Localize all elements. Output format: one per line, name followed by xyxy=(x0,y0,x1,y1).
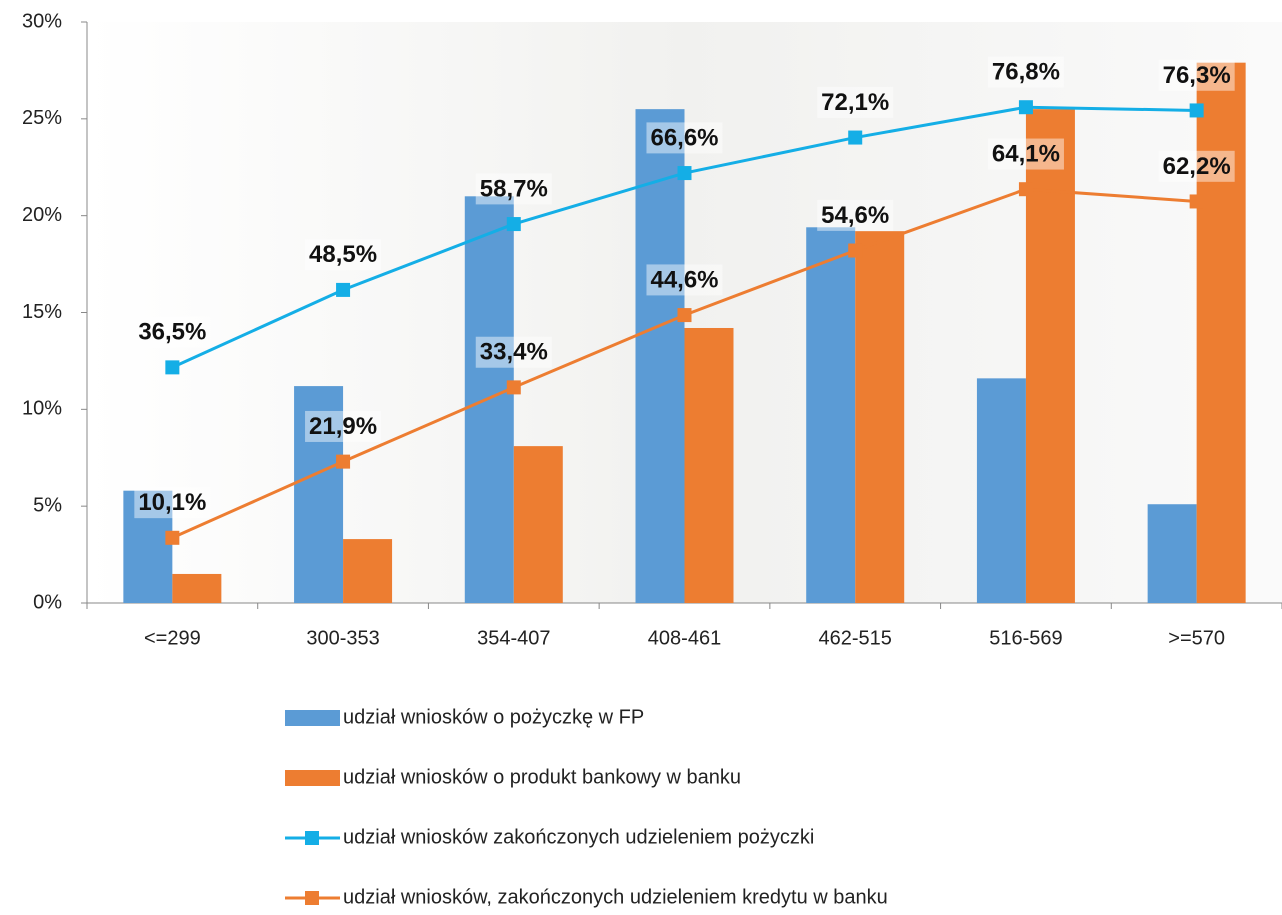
data-label: 44,6% xyxy=(650,266,718,293)
marker xyxy=(165,531,179,545)
marker xyxy=(678,308,692,322)
x-tick-label: 408-461 xyxy=(648,627,721,649)
y-tick-label: 20% xyxy=(22,204,62,226)
bar xyxy=(172,574,221,603)
bar xyxy=(977,378,1026,603)
data-label: 33,4% xyxy=(480,339,548,366)
y-tick-label: 10% xyxy=(22,398,62,420)
legend-swatch xyxy=(285,710,340,726)
y-tick-label: 25% xyxy=(22,107,62,129)
legend-label: udział wniosków o pożyczkę w FP xyxy=(343,706,644,728)
legend-swatch xyxy=(285,770,340,786)
marker xyxy=(848,244,862,258)
data-label: 10,1% xyxy=(138,489,206,516)
x-tick-label: >=570 xyxy=(1168,627,1225,649)
marker xyxy=(165,360,179,374)
legend-label: udział wniosków zakończonych udzieleniem… xyxy=(343,826,814,848)
data-label: 72,1% xyxy=(821,89,889,116)
y-tick-label: 15% xyxy=(22,301,62,323)
marker xyxy=(336,455,350,469)
y-tick-label: 5% xyxy=(33,494,62,516)
legend-marker xyxy=(305,891,319,905)
x-tick-label: 300-353 xyxy=(306,627,379,649)
data-label: 64,1% xyxy=(992,141,1060,168)
data-label: 76,8% xyxy=(992,59,1060,86)
bar xyxy=(1148,504,1197,603)
x-tick-label: 516-569 xyxy=(989,627,1062,649)
marker xyxy=(336,283,350,297)
marker xyxy=(848,131,862,145)
marker xyxy=(1019,182,1033,196)
chart: 0% 5% 10% 15% 20% 25% 30% <=299 300-353 354-407 40… xyxy=(0,0,1282,915)
y-tick-label: 30% xyxy=(22,10,62,32)
bar xyxy=(806,227,855,603)
x-tick-label: <=299 xyxy=(144,627,201,649)
data-label: 21,9% xyxy=(309,413,377,440)
data-label: 54,6% xyxy=(821,202,889,229)
bar xyxy=(1197,63,1246,603)
legend-label: udział wniosków, zakończonych udzielenie… xyxy=(343,886,888,908)
data-label: 76,3% xyxy=(1163,62,1231,89)
data-label: 66,6% xyxy=(650,124,718,151)
data-label: 62,2% xyxy=(1163,153,1231,180)
bar xyxy=(343,539,392,603)
x-tick-label: 462-515 xyxy=(819,627,892,649)
marker xyxy=(507,380,521,394)
data-label: 48,5% xyxy=(309,241,377,268)
bar xyxy=(685,328,734,603)
marker xyxy=(507,217,521,231)
marker xyxy=(678,166,692,180)
legend-marker xyxy=(305,831,319,845)
x-tick-label: 354-407 xyxy=(477,627,550,649)
bar xyxy=(1026,109,1075,603)
data-label: 58,7% xyxy=(480,175,548,202)
legend-label: udział wniosków o produkt bankowy w bank… xyxy=(343,766,741,788)
y-tick-label: 0% xyxy=(33,591,62,613)
bar xyxy=(855,231,904,603)
bar xyxy=(636,109,685,603)
marker xyxy=(1190,103,1204,117)
marker xyxy=(1019,100,1033,114)
data-label: 36,5% xyxy=(138,319,206,346)
marker xyxy=(1190,194,1204,208)
bar xyxy=(514,446,563,603)
